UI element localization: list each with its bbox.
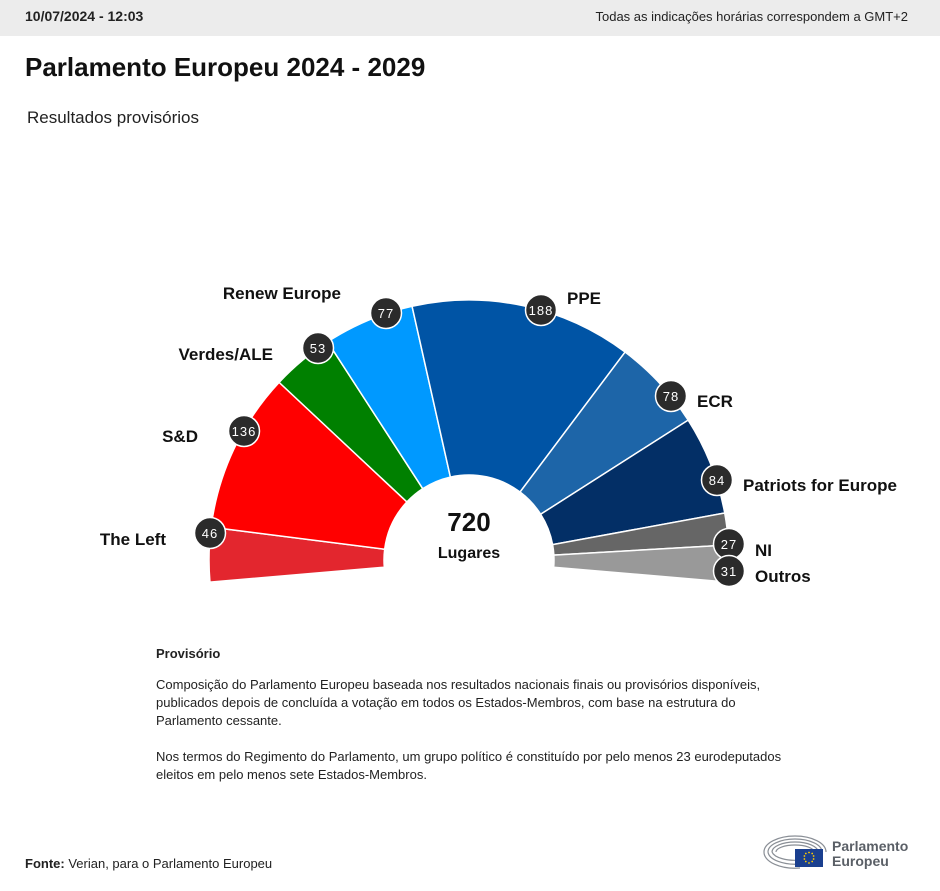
label-outros: Outros: [755, 567, 811, 586]
total-seats: 720: [447, 507, 490, 537]
notes-paragraph-1: Composição do Parlamento Europeu baseada…: [156, 677, 761, 728]
logo-text-line2: Europeu: [832, 853, 889, 869]
page-title: Parlamento Europeu 2024 - 2029: [25, 52, 426, 82]
badge-ppe: 188: [524, 293, 558, 327]
svg-text:46: 46: [202, 526, 218, 541]
badge-patriots-for-europe: 84: [700, 463, 734, 497]
notes-title: Provisório: [156, 646, 221, 661]
notes-paragraph-2: Nos termos do Regimento do Parlamento, u…: [156, 749, 782, 782]
svg-text:78: 78: [663, 389, 679, 404]
logo-text-line1: Parlamento: [832, 838, 909, 854]
european-parliament-hemicycle-logo-icon: [763, 835, 827, 869]
update-timestamp: 10/07/2024 - 12:03: [25, 8, 144, 24]
top-bar: 10/07/2024 - 12:03 Todas as indicações h…: [0, 0, 940, 36]
source-text: Verian, para o Parlamento Europeu: [64, 856, 273, 871]
label-renew-europe: Renew Europe: [223, 284, 341, 303]
label-ni: NI: [755, 541, 772, 560]
slice-ppe: [411, 299, 627, 494]
svg-text:84: 84: [709, 473, 725, 488]
notes-block: Provisório Composição do Parlamento Euro…: [156, 645, 796, 802]
label-ppe: PPE: [567, 289, 601, 308]
label-s-d: S&D: [162, 427, 198, 446]
badge-outros: 31: [712, 554, 746, 588]
svg-text:53: 53: [310, 341, 326, 356]
badge-s-d: 136: [227, 414, 261, 448]
label-verdes-ale: Verdes/ALE: [179, 345, 274, 364]
badge-the-left: 46: [193, 516, 227, 550]
source-label: Fonte:: [25, 856, 65, 871]
svg-text:188: 188: [529, 303, 554, 318]
svg-text:77: 77: [378, 306, 394, 321]
svg-text:31: 31: [721, 564, 737, 579]
label-the-left: The Left: [100, 530, 166, 549]
badge-renew-europe: 77: [369, 296, 403, 330]
page-subtitle: Resultados provisórios: [27, 108, 199, 127]
badge-ecr: 78: [654, 379, 688, 413]
svg-text:136: 136: [232, 424, 257, 439]
source-line: Fonte: Verian, para o Parlamento Europeu: [25, 856, 272, 871]
parliament-logo: Parlamento Europeu: [760, 830, 930, 875]
logo-text: Parlamento Europeu: [832, 839, 908, 869]
slice-s-d: [210, 381, 408, 551]
badge-verdes-ale: 53: [301, 331, 335, 365]
timezone-note: Todas as indicações horárias corresponde…: [595, 9, 908, 24]
badge-ni: 27: [712, 527, 746, 561]
label-patriots-for-europe: Patriots for Europe: [743, 476, 897, 495]
label-ecr: ECR: [697, 392, 733, 411]
svg-text:27: 27: [721, 537, 737, 552]
total-seats-label: Lugares: [438, 545, 500, 562]
